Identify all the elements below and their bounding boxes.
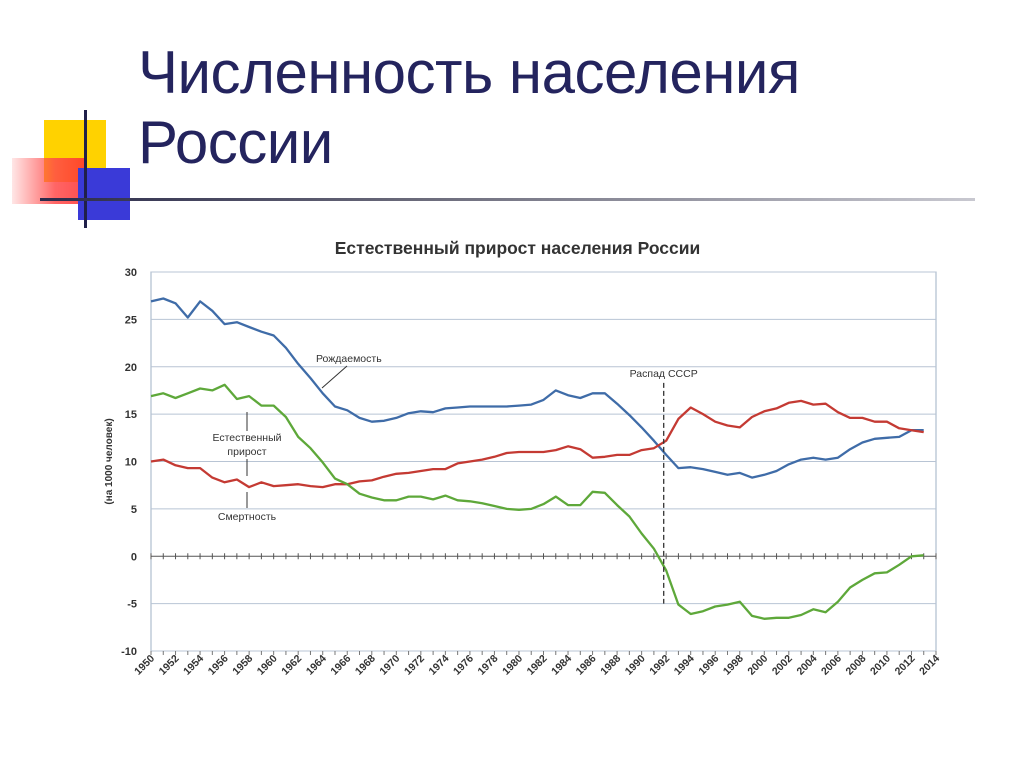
x-tick-label: 1976 xyxy=(451,653,476,678)
y-axis-label: (на 1000 человек) xyxy=(104,418,115,504)
x-tick-label: 1988 xyxy=(598,653,623,678)
x-tick-label: 2012 xyxy=(893,653,918,678)
x-tick-label: 1960 xyxy=(255,653,280,678)
death-label: Смертность xyxy=(218,511,277,523)
x-tick-label: 1972 xyxy=(402,653,427,678)
y-tick-label: 15 xyxy=(125,409,137,421)
x-tick-label: 2014 xyxy=(917,653,942,678)
x-tick-label: 1962 xyxy=(279,653,304,678)
x-tick-label: 1994 xyxy=(672,653,697,678)
annotations: Распад СССР Рождаемость Естественный прирос… xyxy=(212,353,698,604)
x-tick-label: 2008 xyxy=(844,653,869,678)
x-tick-label: 1966 xyxy=(328,653,353,678)
deco-red-square xyxy=(12,158,84,204)
y-tick-label: 25 xyxy=(125,314,137,326)
x-tick-label: 1980 xyxy=(500,653,525,678)
x-tick-label: 1952 xyxy=(157,653,182,678)
y-tick-label: -10 xyxy=(121,646,137,658)
slide-title: Численность населения России xyxy=(138,38,800,178)
x-tick-label: 2002 xyxy=(770,653,795,678)
chart-title: Естественный прирост населения России xyxy=(334,238,701,258)
x-tick-label: 1974 xyxy=(426,653,451,678)
x-tick-label: 1968 xyxy=(353,653,378,678)
x-tick-label: 2006 xyxy=(819,653,844,678)
series-line-natural xyxy=(150,383,924,620)
series-line-birth xyxy=(150,297,924,479)
x-tick-label: 1964 xyxy=(304,653,329,678)
x-tick-label: 1956 xyxy=(206,653,231,678)
x-tick-label: 1984 xyxy=(549,653,574,678)
y-tick-label: 20 xyxy=(125,362,137,374)
x-tick-label: 1982 xyxy=(525,653,550,678)
x-tick-label: 1996 xyxy=(696,653,721,678)
x-tick-label: 2010 xyxy=(868,653,893,678)
x-tick-label: 2000 xyxy=(745,653,770,678)
x-tick-label: 1986 xyxy=(574,653,599,678)
x-tick-label: 1998 xyxy=(721,653,746,678)
x-tick-label: 1990 xyxy=(623,653,648,678)
x-tick-label: 1954 xyxy=(181,653,206,678)
grid xyxy=(150,271,937,652)
series xyxy=(150,297,924,620)
y-tick-label: -5 xyxy=(127,599,137,611)
deco-horizontal-rule xyxy=(40,198,975,201)
slide-title-line1: Численность населения xyxy=(138,39,800,106)
deco-vertical-line xyxy=(84,110,87,228)
x-tick-label: 1958 xyxy=(230,653,255,678)
x-tick-label: 1978 xyxy=(476,653,501,678)
x-tick-label: 2004 xyxy=(794,653,819,678)
birth-leader xyxy=(321,365,348,389)
slide-title-line2: России xyxy=(138,109,333,176)
y-tick-label: 0 xyxy=(131,551,137,563)
y-tick-label: 30 xyxy=(125,267,137,279)
x-tick-label: 1970 xyxy=(377,653,402,678)
natural-label-line2: прирост xyxy=(227,446,266,458)
series-line-death xyxy=(150,399,924,489)
x-tick-label: 1992 xyxy=(647,653,672,678)
y-tick-label: 5 xyxy=(131,504,137,516)
y-tick-label: 10 xyxy=(125,457,137,469)
natural-label-line1: Естественный xyxy=(212,432,281,444)
ussr-label: Распад СССР xyxy=(630,368,698,380)
birth-label: Рождаемость xyxy=(316,353,382,365)
